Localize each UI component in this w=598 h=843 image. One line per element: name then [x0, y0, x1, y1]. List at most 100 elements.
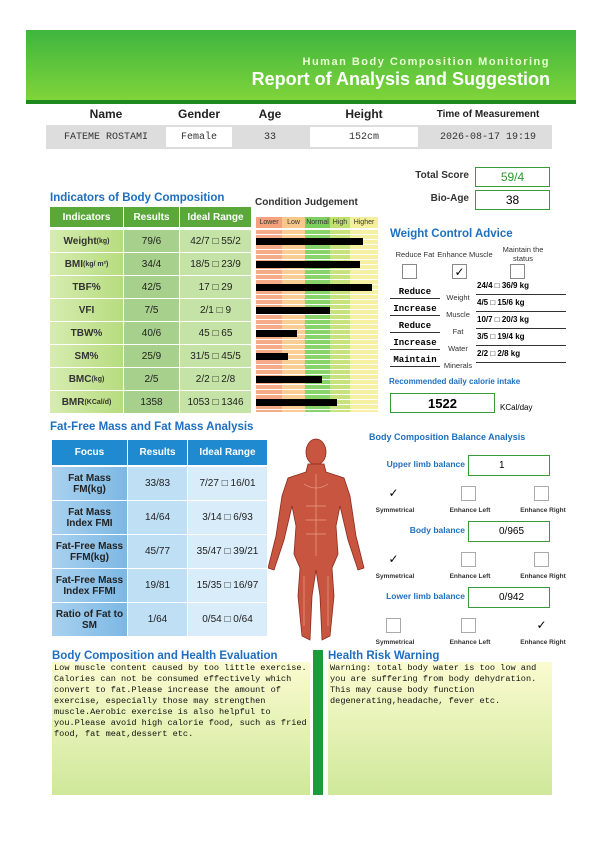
indicator-name: TBW% [50, 322, 124, 345]
table-header: Results [128, 440, 188, 466]
option-label: Enhance Muscle [437, 249, 493, 259]
range-cell: 15/35 □ 16/97 [188, 569, 268, 603]
indicator-name: SM% [50, 345, 124, 368]
indicator-label: VFI [78, 304, 95, 316]
checkbox: ✓ [386, 552, 401, 567]
table-header: Results [124, 207, 180, 228]
profile-value: FATEME ROSTAMI [63, 131, 148, 143]
option-label: Reduce Fat [395, 249, 435, 259]
section-title: Body Composition and Health Evaluation [52, 650, 278, 662]
calorie-unit: KCal/day [500, 403, 533, 412]
level-stripe [330, 230, 350, 412]
level-label: Low [282, 217, 305, 228]
condition-title: Condition Judgement [255, 197, 358, 208]
indicator-name: TBF% [50, 276, 124, 299]
profile-label: Age [258, 107, 282, 121]
level-stripe [350, 230, 378, 412]
condition-bar [256, 376, 322, 383]
indicator-label: Weight [63, 235, 97, 247]
balance-option: Enhance Right [520, 638, 566, 646]
profile-label: Name [89, 107, 123, 121]
profile-value: 33 [263, 131, 276, 143]
advice-action: Maintain [390, 353, 440, 367]
divider [313, 650, 323, 795]
condition-bar [256, 261, 360, 268]
indicator-range: 2/2 □ 2/8 [180, 368, 252, 391]
indicator-unit: (kg) [96, 237, 110, 245]
condition-bar [256, 353, 288, 360]
indicator-result: 2/5 [124, 368, 180, 391]
checkbox [534, 552, 549, 567]
focus-cell: Fat-Free Mass Index FFMI [52, 569, 128, 603]
score-label: Total Score [415, 170, 469, 181]
balance-label: Upper limb balance [386, 459, 465, 469]
section-title: Health Risk Warning [328, 650, 440, 662]
indicator-range: 18/5 □ 23/9 [180, 253, 252, 276]
balance-label: Lower limb balance [386, 591, 465, 601]
body-figure [268, 438, 365, 641]
condition-bar [256, 399, 337, 406]
level-label: High [330, 217, 350, 228]
checkbox [534, 486, 549, 501]
advice-action: Increase [390, 302, 440, 316]
result-cell: 33/83 [128, 467, 188, 501]
indicator-name: VFI [50, 299, 124, 322]
level-stripe [282, 230, 305, 412]
indicator-range: 42/7 □ 55/2 [180, 230, 252, 253]
checkbox [461, 618, 476, 633]
profile-box [166, 127, 232, 147]
profile-label: Time of Measurement [436, 108, 540, 120]
balance-option: Enhance Right [520, 506, 566, 514]
profile-value: Female [180, 131, 217, 143]
checkbox [386, 618, 401, 633]
indicator-label: SM% [74, 350, 99, 362]
range-cell: 7/27 □ 16/01 [188, 467, 268, 501]
focus-cell: Fat-Free Mass FFM(kg) [52, 535, 128, 569]
level-label: Normal [305, 217, 330, 228]
advice-action: Reduce [390, 319, 440, 333]
profile-box [310, 127, 418, 147]
advice-range: 2/2 □ 2/8 kg [476, 349, 566, 363]
table-header: Ideal Range [188, 440, 268, 466]
balance-option: Enhance Right [520, 572, 566, 580]
indicator-unit: (KCal/d) [84, 398, 112, 406]
advice-action: Increase [390, 336, 440, 350]
advice-action: Reduce [390, 285, 440, 299]
condition-bar [256, 238, 363, 245]
header-subtitle: Human Body Composition Monitoring [302, 56, 550, 68]
header-band [26, 30, 576, 100]
indicator-label: BMI [64, 258, 84, 270]
balance-option: Enhance Left [449, 572, 491, 580]
advice-range: 10/7 □ 20/3 kg [476, 315, 566, 329]
checkbox [461, 552, 476, 567]
advice-item: Fat [452, 326, 464, 336]
focus-cell: Ratio of Fat to SM [52, 603, 128, 637]
indicator-range: 31/5 □ 45/5 [180, 345, 252, 368]
balance-option: Symmetrical [375, 506, 415, 514]
range-cell: 35/47 □ 39/21 [188, 535, 268, 569]
table-header: Focus [52, 440, 128, 466]
indicator-name: BMR (KCal/d) [50, 391, 124, 414]
indicator-unit: (kg) [91, 375, 105, 383]
checkbox: ✓ [386, 486, 401, 501]
balance-option: Enhance Left [449, 506, 491, 514]
range-cell: 3/14 □ 6/93 [188, 501, 268, 535]
text-box: Low muscle content caused by too little … [52, 662, 310, 795]
option-label: Maintain the status [502, 245, 544, 263]
condition-bar [256, 307, 330, 314]
indicator-result: 1358 [124, 391, 180, 414]
checkbox [402, 264, 417, 279]
balance-option: Symmetrical [375, 572, 415, 580]
range-cell: 0/54 □ 0/64 [188, 603, 268, 637]
checkbox [461, 486, 476, 501]
section-title: Indicators of Body Composition [50, 192, 225, 204]
level-label: Higher [350, 217, 378, 228]
advice-range: 3/5 □ 19/4 kg [476, 332, 566, 346]
profile-value: 2026-08-17 19:19 [439, 131, 536, 143]
indicator-label: TBW% [70, 327, 103, 339]
balance-value: 1 [468, 455, 550, 476]
result-cell: 1/64 [128, 603, 188, 637]
text-box: Warning: total body water is too low and… [328, 662, 552, 795]
calorie-title: Recommended daily calorie intake [389, 377, 521, 386]
table-header: Ideal Range [180, 207, 252, 228]
